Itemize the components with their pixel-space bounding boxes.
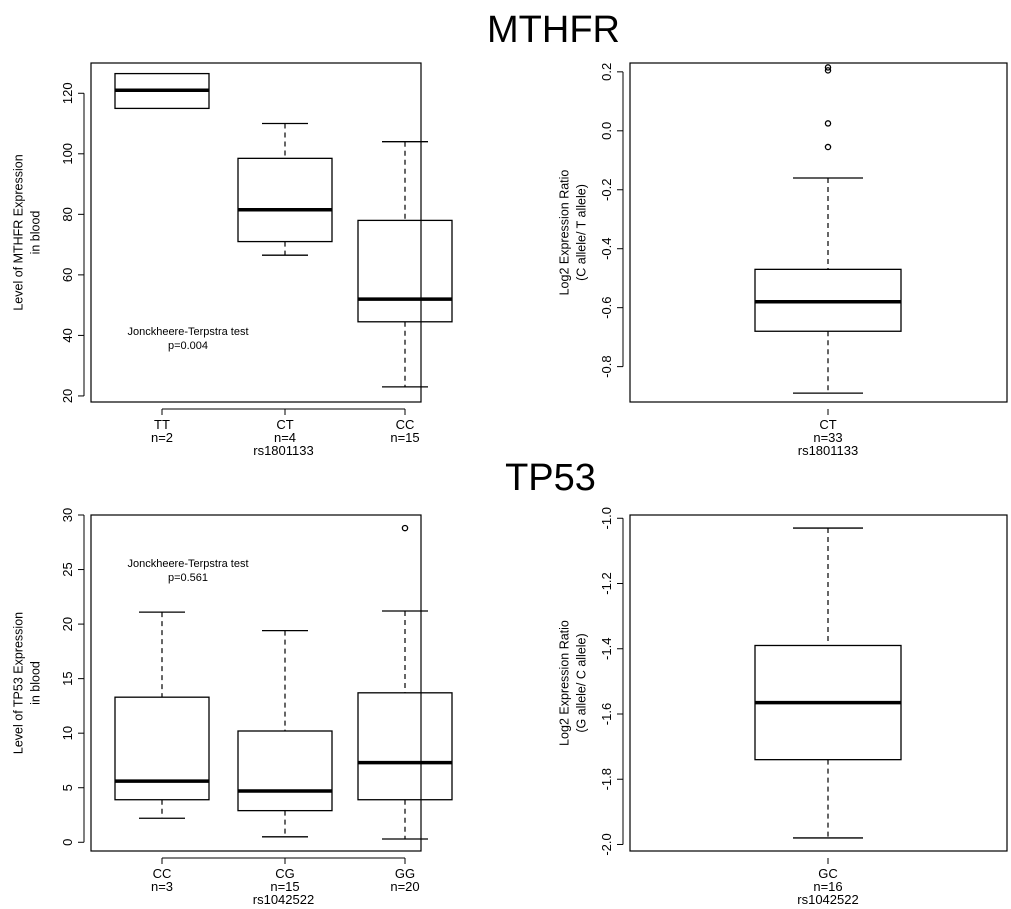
panel-3: 0 5 10 15 20 25 30 Level of TP53 Expression in b… [11, 508, 452, 907]
y-tick-label: 30 [60, 508, 75, 522]
y-tick-label: 80 [60, 207, 75, 221]
y-tick-label: 15 [60, 671, 75, 685]
y-tick-label: -2.0 [599, 833, 614, 855]
p-value-annotation: p=0.004 [168, 340, 208, 352]
y-tick-label: 0.2 [599, 63, 614, 81]
box-iqr [358, 693, 452, 800]
x-axis-title: rs1801133 [253, 443, 313, 458]
y-axis-title: in blood [28, 211, 42, 255]
y-tick-label: 20 [60, 617, 75, 631]
y-axis-title: Level of TP53 Expression [11, 612, 25, 754]
box-group-cc: CCn=3 [115, 612, 209, 894]
y-axis-title: Log2 Expression Ratio [557, 620, 571, 746]
y-tick-label: -1.2 [599, 572, 614, 594]
x-axis-title: rs1042522 [797, 892, 858, 907]
panel-2: -0.8 -0.6 -0.4 -0.2 0.0 0.2 Log2 Expression Ra… [557, 63, 1007, 458]
plot-frame [630, 63, 1007, 402]
y-tick-label: 120 [60, 82, 75, 104]
y-tick-label: 0 [60, 839, 75, 846]
y-tick-label: -0.4 [599, 238, 614, 260]
y-tick-label: 100 [60, 143, 75, 165]
y-axis-title: Level of MTHFR Expression [11, 154, 25, 310]
y-tick-label: -0.6 [599, 296, 614, 318]
y-tick-label: 20 [60, 389, 75, 403]
box-iqr [115, 697, 209, 800]
outlier-point [825, 144, 830, 149]
y-tick-label: -1.0 [599, 507, 614, 529]
x-tick-count: n=20 [390, 879, 419, 894]
box-group-ct: CTn=4 [238, 124, 332, 445]
x-tick-count: n=3 [151, 879, 173, 894]
y-axis-title: Log2 Expression Ratio [557, 170, 571, 296]
box-group-cc: CCn=15 [358, 142, 452, 445]
outlier-point [825, 121, 830, 126]
p-value-annotation: p=0.561 [168, 572, 208, 584]
x-tick-count: n=2 [151, 430, 173, 445]
box-group-cg: CGn=15 [238, 631, 332, 894]
test-name-annotation: Jonckheere-Terpstra test [127, 326, 248, 338]
box-group-gg: GGn=20 [358, 525, 452, 894]
y-axis-title: (C allele/ T allele) [574, 184, 588, 281]
y-tick-label: -1.8 [599, 768, 614, 790]
x-axis-title: rs1801133 [798, 443, 858, 458]
y-tick-label: -0.8 [599, 355, 614, 377]
box-group-tt: TTn=2 [115, 74, 209, 445]
box-iqr [358, 220, 452, 321]
y-tick-label: -1.6 [599, 703, 614, 725]
outlier-point [402, 525, 407, 530]
y-tick-label: -0.2 [599, 179, 614, 201]
plot-frame [91, 63, 421, 402]
y-tick-label: -1.4 [599, 638, 614, 660]
y-tick-label: 5 [60, 784, 75, 791]
y-tick-label: 25 [60, 562, 75, 576]
box-group-ct: CTn=33 [755, 65, 901, 445]
x-axis-title: rs1042522 [253, 892, 314, 907]
x-tick-count: n=15 [390, 430, 419, 445]
box-group-gc: GCn=16 [755, 528, 901, 894]
y-tick-label: 40 [60, 328, 75, 342]
y-axis-title: (G allele/ C allele) [574, 633, 588, 732]
plot-frame [630, 515, 1007, 851]
y-tick-label: 10 [60, 726, 75, 740]
panel-4: -2.0 -1.8 -1.6 -1.4 -1.2 -1.0 Log2 Expression … [557, 507, 1007, 907]
test-name-annotation: Jonckheere-Terpstra test [127, 558, 248, 570]
panel-1: 20 40 60 80 100 120 Level of MTHFR Expression i… [11, 63, 452, 458]
box-iqr [238, 158, 332, 241]
y-tick-label: 60 [60, 268, 75, 282]
y-axis-title: in blood [28, 661, 42, 705]
y-tick-label: 0.0 [599, 122, 614, 140]
box-iqr [238, 731, 332, 811]
